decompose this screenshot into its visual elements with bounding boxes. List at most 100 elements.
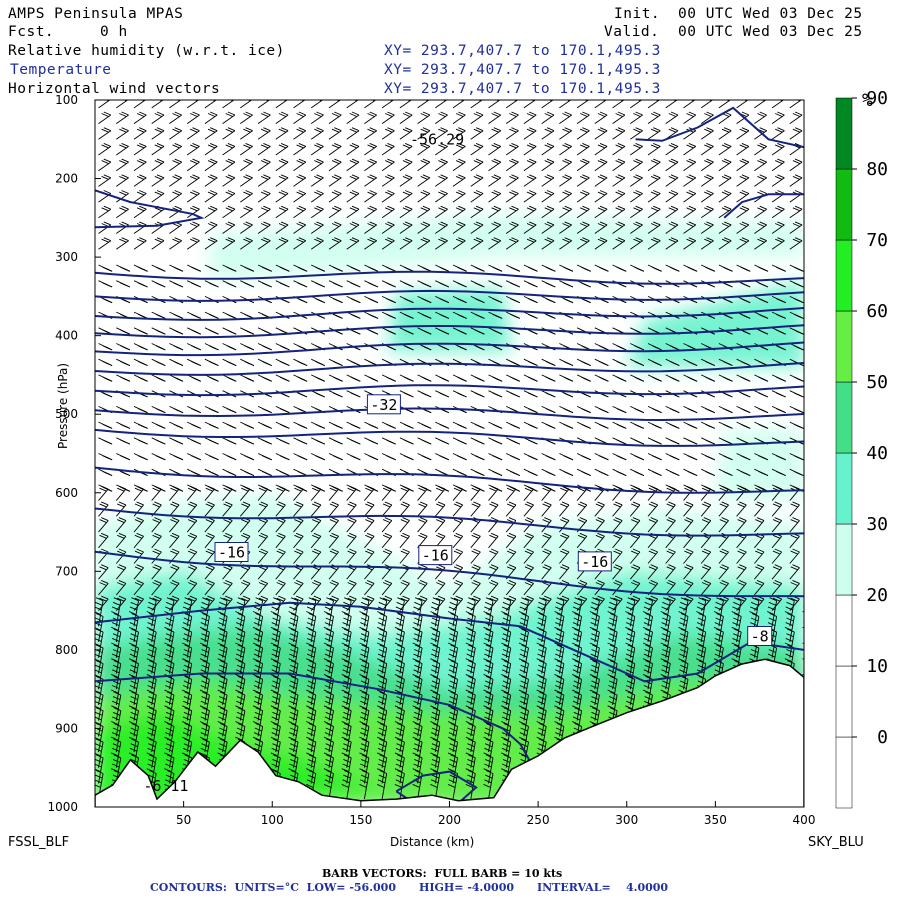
wind-barb — [98, 501, 109, 517]
wind-barb — [452, 453, 467, 461]
wind-barb — [465, 722, 476, 753]
wind-barb — [700, 501, 712, 517]
wind-barb — [594, 343, 609, 351]
wind-barb — [359, 691, 370, 721]
wind-barb — [204, 190, 218, 203]
wind-barb — [736, 579, 747, 596]
wind-barb — [430, 722, 441, 753]
wind-barb — [204, 501, 215, 517]
wind-barb — [470, 158, 484, 172]
colorbar-segment — [835, 452, 853, 525]
wind-barb — [98, 174, 112, 187]
wind-barb — [808, 485, 822, 491]
wind-barb — [518, 597, 529, 627]
wind-barb — [647, 405, 662, 414]
wind-barb — [736, 237, 750, 250]
wind-barb — [310, 548, 322, 564]
wind-barb — [470, 453, 485, 461]
wind-barb — [536, 691, 547, 721]
wind-barb — [435, 174, 448, 187]
wind-barb — [204, 532, 215, 549]
wind-barb — [700, 127, 714, 140]
wind-barb — [506, 437, 520, 445]
wind-barb — [377, 754, 388, 784]
wind-barb — [199, 660, 210, 690]
wind-barb — [346, 237, 360, 250]
wind-barb — [151, 174, 165, 187]
wind-barb — [133, 421, 148, 429]
wind-barb — [683, 205, 697, 219]
wind-barb — [683, 595, 694, 611]
wind-barb — [808, 159, 820, 171]
wind-barb — [222, 501, 233, 517]
wind-barb — [151, 264, 166, 272]
wind-barb — [701, 405, 715, 414]
wind-barb — [506, 358, 520, 367]
wind-barb — [541, 468, 556, 477]
wind-barb — [435, 421, 450, 429]
wind-barb — [642, 660, 653, 690]
wind-barb — [647, 595, 659, 611]
wind-barb — [323, 754, 334, 784]
wind-barb — [452, 579, 464, 596]
wind-barb — [417, 142, 431, 156]
wind-barb — [151, 111, 165, 124]
wind-barb — [435, 190, 448, 203]
wind-barb — [381, 548, 393, 564]
wind-barb — [541, 264, 556, 272]
wind-barb — [789, 221, 803, 234]
wind-barb — [789, 579, 800, 596]
wind-barb — [257, 190, 271, 203]
wind-barb — [523, 579, 534, 596]
wind-barb — [559, 468, 574, 477]
wind-barb — [186, 142, 200, 156]
wind-barb — [808, 238, 820, 250]
wind-barb — [323, 691, 334, 721]
wind-barb — [483, 722, 494, 753]
wind-barb — [718, 579, 729, 596]
wind-barb — [523, 517, 534, 533]
wind-barb — [647, 501, 659, 517]
footer-contour-note: CONTOURS: UNITS=°C LOW= -56.000 HIGH= -4… — [150, 881, 669, 894]
wind-barb — [328, 111, 342, 124]
wind-barb — [784, 612, 795, 643]
wind-barb — [98, 595, 109, 611]
wind-barb — [572, 597, 583, 627]
wind-barb — [771, 237, 785, 250]
wind-barb — [275, 405, 290, 414]
wind-barb — [323, 612, 334, 643]
wind-barb — [98, 280, 113, 288]
wind-barb — [435, 221, 448, 234]
wind-barb — [523, 548, 534, 564]
wind-barb — [151, 485, 162, 501]
wind-barb — [377, 628, 388, 658]
wind-barb — [394, 675, 405, 705]
wind-barb — [594, 421, 609, 429]
wind-barb — [665, 221, 679, 234]
wind-barb — [417, 280, 432, 288]
wind-barb — [518, 675, 529, 705]
contour-label-text: -32 — [370, 396, 397, 414]
wind-barb — [452, 532, 464, 549]
wind-barb — [182, 722, 193, 753]
wind-barb — [789, 405, 804, 414]
wind-barb — [505, 127, 519, 140]
wind-barb — [377, 675, 388, 705]
wind-barb — [275, 421, 290, 429]
wind-barb — [541, 111, 555, 124]
wind-barb — [465, 754, 476, 784]
wind-barb — [488, 280, 503, 288]
wind-barb — [470, 390, 485, 398]
wind-barb — [470, 190, 484, 203]
wind-barb — [559, 221, 572, 234]
wind-barb — [204, 327, 219, 335]
humidity-region — [387, 288, 512, 352]
wind-barb — [240, 205, 253, 219]
colorbar-segment — [835, 97, 853, 170]
wind-barb — [683, 405, 698, 414]
wind-barb — [133, 517, 144, 533]
wind-barb — [240, 190, 253, 203]
wind-barb — [523, 595, 534, 611]
wind-barb — [417, 437, 432, 445]
wind-barb — [430, 628, 441, 658]
